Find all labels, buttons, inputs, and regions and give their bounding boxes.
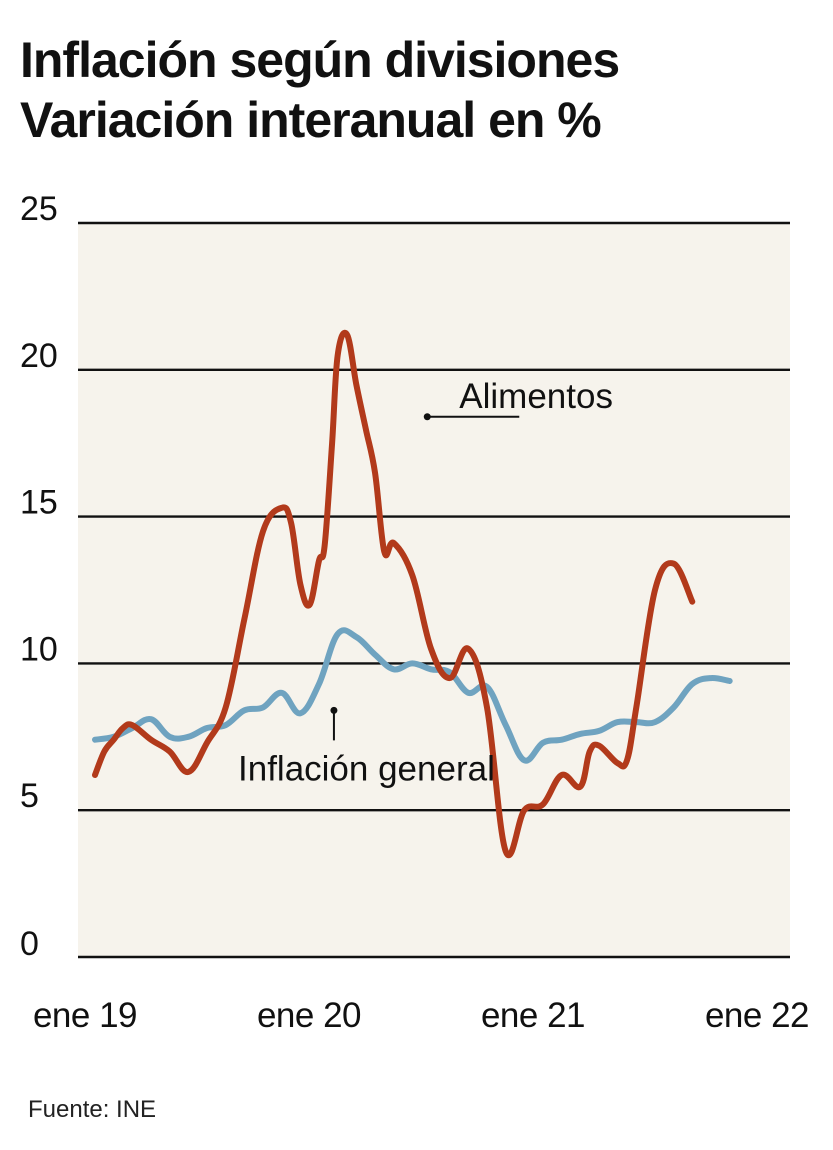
- y-tick-label: 5: [20, 777, 39, 815]
- data-point: [288, 519, 294, 525]
- data-point: [587, 748, 593, 754]
- data-point: [652, 587, 658, 593]
- data-point: [223, 704, 229, 710]
- data-point: [279, 505, 285, 511]
- data-point: [596, 728, 602, 734]
- data-point: [409, 660, 415, 666]
- data-point: [185, 769, 191, 775]
- data-point: [727, 678, 733, 684]
- annotation-inflacion-general: Inflación general: [238, 706, 495, 788]
- x-tick-label: ene 19: [33, 996, 137, 1035]
- y-tick-label: 0: [20, 925, 39, 963]
- data-point: [633, 704, 639, 710]
- data-point: [316, 558, 322, 564]
- data-point: [465, 646, 471, 652]
- data-point: [260, 528, 266, 534]
- data-point: [329, 440, 335, 446]
- data-point: [297, 710, 303, 716]
- data-point: [708, 675, 714, 681]
- data-point: [372, 652, 378, 658]
- data-point: [120, 725, 126, 731]
- series-line: [92, 329, 696, 858]
- annotation-label: Alimentos: [459, 377, 613, 416]
- data-point: [129, 722, 135, 728]
- data-point: [307, 602, 313, 608]
- data-point: [615, 760, 621, 766]
- data-point: [167, 748, 173, 754]
- data-point: [353, 381, 359, 387]
- data-point: [148, 737, 154, 743]
- data-point: [428, 646, 434, 652]
- data-point: [689, 681, 695, 687]
- data-point: [353, 634, 359, 640]
- annotation-alimentos: Alimentos: [423, 377, 613, 421]
- data-point: [111, 737, 117, 743]
- y-tick-label: 25: [20, 190, 58, 228]
- data-point: [409, 572, 415, 578]
- data-point: [363, 426, 369, 432]
- chart-subtitle: Variación interanual en %: [20, 92, 602, 148]
- data-point: [577, 784, 583, 790]
- series-line: [92, 627, 733, 764]
- y-tick-label: 15: [20, 484, 58, 522]
- data-point: [167, 734, 173, 740]
- data-point: [671, 704, 677, 710]
- data-point: [204, 740, 210, 746]
- data-point: [540, 740, 546, 746]
- data-point: [322, 543, 328, 549]
- data-point: [297, 581, 303, 587]
- data-point: [223, 722, 229, 728]
- data-point: [372, 470, 378, 476]
- data-point: [559, 772, 565, 778]
- data-point: [503, 722, 509, 728]
- chart-title: Inflación según divisiones: [20, 32, 620, 88]
- data-point: [241, 616, 247, 622]
- data-point: [185, 734, 191, 740]
- data-point: [381, 549, 387, 555]
- data-point: [204, 725, 210, 731]
- data-point: [241, 707, 247, 713]
- data-point: [540, 801, 546, 807]
- data-point: [596, 743, 602, 749]
- data-point: [260, 704, 266, 710]
- data-point: [689, 599, 695, 605]
- data-point: [447, 675, 453, 681]
- data-point: [148, 716, 154, 722]
- data-point: [92, 737, 98, 743]
- x-tick-label: ene 21: [481, 996, 585, 1035]
- x-tick-label: ene 20: [257, 996, 361, 1035]
- data-point: [391, 666, 397, 672]
- data-point: [92, 772, 98, 778]
- x-tick-label: ene 22: [705, 996, 809, 1035]
- data-point: [559, 737, 565, 743]
- data-point: [391, 540, 397, 546]
- data-point: [465, 690, 471, 696]
- data-point: [521, 807, 527, 813]
- annotation-label: Inflación general: [238, 749, 495, 788]
- data-point: [428, 666, 434, 672]
- data-point: [671, 561, 677, 567]
- data-point: [521, 757, 527, 763]
- data-point: [335, 631, 341, 637]
- source-note: Fuente: INE: [28, 1096, 157, 1123]
- data-point: [484, 704, 490, 710]
- data-point: [503, 848, 509, 854]
- data-point: [101, 748, 107, 754]
- data-point: [279, 690, 285, 696]
- data-point: [316, 681, 322, 687]
- y-tick-label: 10: [20, 630, 58, 668]
- data-point: [335, 352, 341, 358]
- data-point: [624, 757, 630, 763]
- data-point: [652, 719, 658, 725]
- data-point: [615, 719, 621, 725]
- chart-title-block: Inflación según divisiones Variación int…: [20, 30, 620, 150]
- data-point: [344, 332, 350, 338]
- plot-background: [78, 223, 790, 957]
- y-tick-label: 20: [20, 337, 58, 375]
- series-alimentos: [92, 329, 696, 858]
- data-point: [577, 731, 583, 737]
- series-inflacion-general: [92, 627, 733, 764]
